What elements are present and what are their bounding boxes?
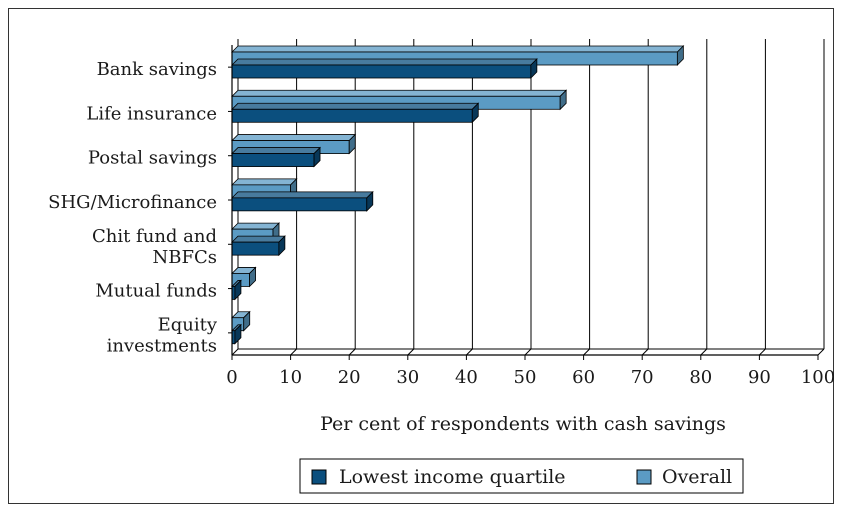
bar-lowest-5 [231,279,242,301]
floor-tick-50 [524,348,532,356]
category-label-6: Equity investments [107,314,218,356]
floor-tick-10 [290,348,297,356]
floor-tick-60 [583,348,590,356]
chart-frame [8,8,834,504]
bar-lowest-3 [231,190,374,212]
x-axis-label: Per cent of respondents with cash saving… [320,413,726,435]
category-label-4: Chit fund and NBFCs [92,226,217,268]
x-tick-label-60: 60 [572,367,595,388]
x-tick-label-30: 30 [396,367,419,388]
x-tick-label-90: 90 [748,367,771,388]
legend-box [299,458,744,494]
category-label-5: Mutual funds [95,281,217,302]
x-tick-label-0: 0 [226,367,237,388]
floor-tick-80 [700,348,708,356]
category-label-1: Life insurance [86,103,217,124]
bar-lowest-4 [231,235,286,257]
floor-tick-40 [466,348,473,356]
bar-lowest-0 [231,58,538,79]
bar-lowest-6 [231,323,242,345]
legend-label-0: Lowest income quartile [339,466,566,488]
x-tick-label-10: 10 [279,367,302,388]
category-label-0: Bank savings [97,59,217,80]
legend-swatch-1 [636,469,652,485]
bar-lowest-1 [231,102,480,124]
floor-tick-90 [759,348,766,356]
legend-label-1: Overall [662,466,732,488]
floor-tick-0 [231,348,239,356]
x-tick-label-50: 50 [514,367,537,388]
x-tick-label-100: 100 [801,367,835,388]
floor-tick-70 [641,348,649,356]
category-label-3: SHG/Microfinance [48,192,217,213]
floor-tick-20 [348,348,356,356]
bar-overall-6 [231,310,251,332]
x-tick-label-40: 40 [455,367,478,388]
axis-layer: Bank savings Life insurance Postal savings… [48,45,835,388]
x-tick-label-20: 20 [338,367,361,388]
bar-overall-3 [231,177,298,199]
category-label-2: Postal savings [88,148,217,169]
floor-tick-30 [407,348,415,356]
x-tick-label-70: 70 [631,367,654,388]
legend-swatch-0 [311,469,327,485]
floor-tick-100 [817,348,825,356]
bar-layer [231,45,685,345]
bar-lowest-2 [231,146,322,168]
x-tick-label-80: 80 [689,367,712,388]
legend: Lowest income quartile Overall [299,458,744,494]
